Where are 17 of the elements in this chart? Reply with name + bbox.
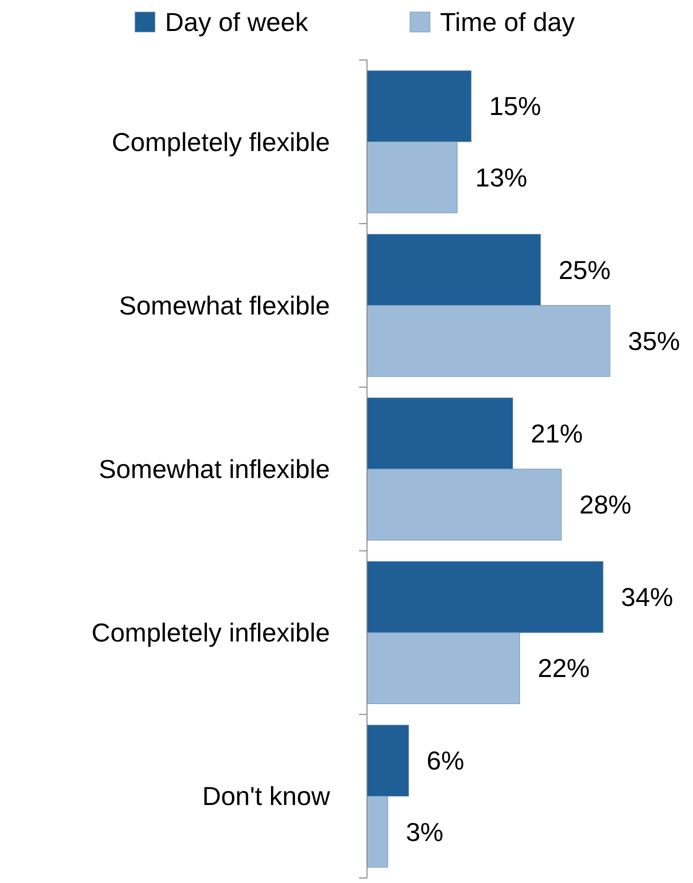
y-tick-label: Completely flexible [112,126,330,157]
y-tick-label: Don't know [202,781,330,812]
legend-label: Time of day [440,7,575,37]
data-label: 15% [489,91,542,122]
data-label: 3% [406,816,444,847]
data-label: 28% [579,490,632,520]
legend-label: Day of week [165,7,310,37]
y-tick-label: Somewhat flexible [119,290,330,320]
data-label: 13% [475,162,528,192]
data-label: 21% [530,418,583,448]
y-tick-label: Completely inflexible [92,618,330,648]
data-label: 25% [558,254,611,285]
y-tick-label: Somewhat inflexible [98,454,330,484]
data-label: 6% [426,746,464,776]
data-label: 34% [621,582,674,612]
data-label: 22% [538,653,590,684]
data-label: 35% [628,326,680,356]
